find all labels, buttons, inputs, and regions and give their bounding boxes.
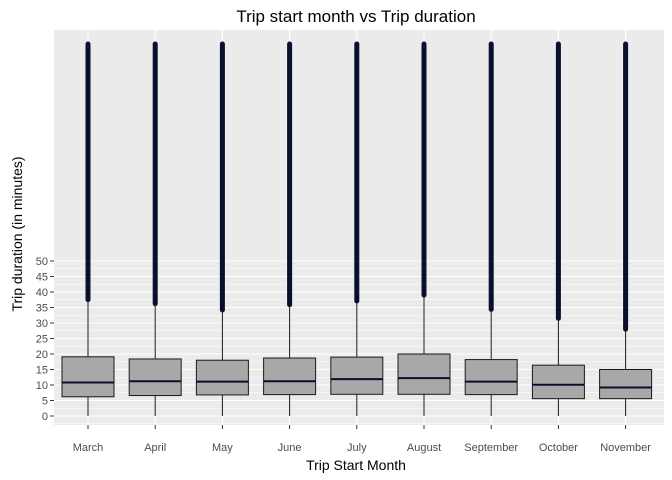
y-tick-label: 40 bbox=[36, 287, 48, 299]
y-axis-ticks: 0 5 10 15 20 25 30 35 40 45 50 bbox=[36, 256, 54, 423]
y-tick-label: 20 bbox=[36, 349, 48, 361]
y-tick-label: 25 bbox=[36, 334, 48, 346]
box-november bbox=[599, 41, 653, 416]
box-iqr bbox=[128, 358, 182, 397]
x-tick-label: March bbox=[73, 442, 104, 454]
box-iqr bbox=[195, 359, 249, 396]
box-iqr bbox=[599, 369, 653, 400]
box-april bbox=[128, 41, 182, 416]
box-iqr bbox=[330, 356, 384, 395]
box-march bbox=[61, 41, 115, 416]
box-september bbox=[464, 41, 518, 416]
box-october bbox=[531, 41, 585, 416]
y-tick-label: 35 bbox=[36, 303, 48, 315]
x-tick-label: April bbox=[144, 442, 166, 454]
box-june bbox=[263, 41, 317, 416]
box-iqr bbox=[263, 357, 317, 396]
box-iqr bbox=[61, 356, 115, 398]
box-july bbox=[330, 41, 384, 416]
chart-title: Trip start month vs Trip duration bbox=[236, 7, 475, 26]
y-tick-label: 15 bbox=[36, 365, 48, 377]
x-tick-label: November bbox=[600, 442, 651, 454]
x-tick-label: August bbox=[407, 442, 441, 454]
y-tick-label: 5 bbox=[42, 396, 48, 408]
y-tick-label: 45 bbox=[36, 272, 48, 284]
y-tick-label: 30 bbox=[36, 318, 48, 330]
boxes-group bbox=[61, 41, 653, 416]
y-axis-title: Trip duration (in minutes) bbox=[9, 156, 25, 311]
x-tick-label: June bbox=[278, 442, 302, 454]
x-tick-label: September bbox=[464, 442, 518, 454]
x-tick-label: May bbox=[212, 442, 233, 454]
x-tick-label: October bbox=[539, 442, 578, 454]
x-axis-ticks: March April May June July August September Octo… bbox=[73, 425, 651, 454]
y-tick-label: 0 bbox=[42, 411, 48, 423]
y-tick-label: 50 bbox=[36, 256, 48, 268]
box-iqr bbox=[397, 353, 451, 395]
x-tick-label: July bbox=[347, 442, 367, 454]
box-iqr bbox=[464, 359, 518, 396]
box-iqr bbox=[531, 364, 585, 400]
box-may bbox=[195, 41, 249, 416]
x-axis-title: Trip Start Month bbox=[306, 457, 406, 473]
y-tick-label: 10 bbox=[36, 380, 48, 392]
box-august bbox=[397, 41, 451, 416]
